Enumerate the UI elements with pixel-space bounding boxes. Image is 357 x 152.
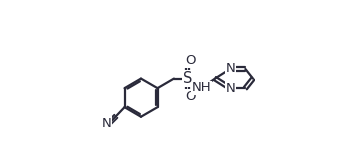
Text: N: N: [225, 62, 235, 75]
Text: N: N: [225, 82, 235, 95]
Text: N: N: [102, 117, 112, 130]
Text: S: S: [183, 71, 192, 86]
Text: O: O: [185, 54, 196, 67]
Text: O: O: [185, 90, 196, 103]
Text: NH: NH: [192, 81, 212, 94]
